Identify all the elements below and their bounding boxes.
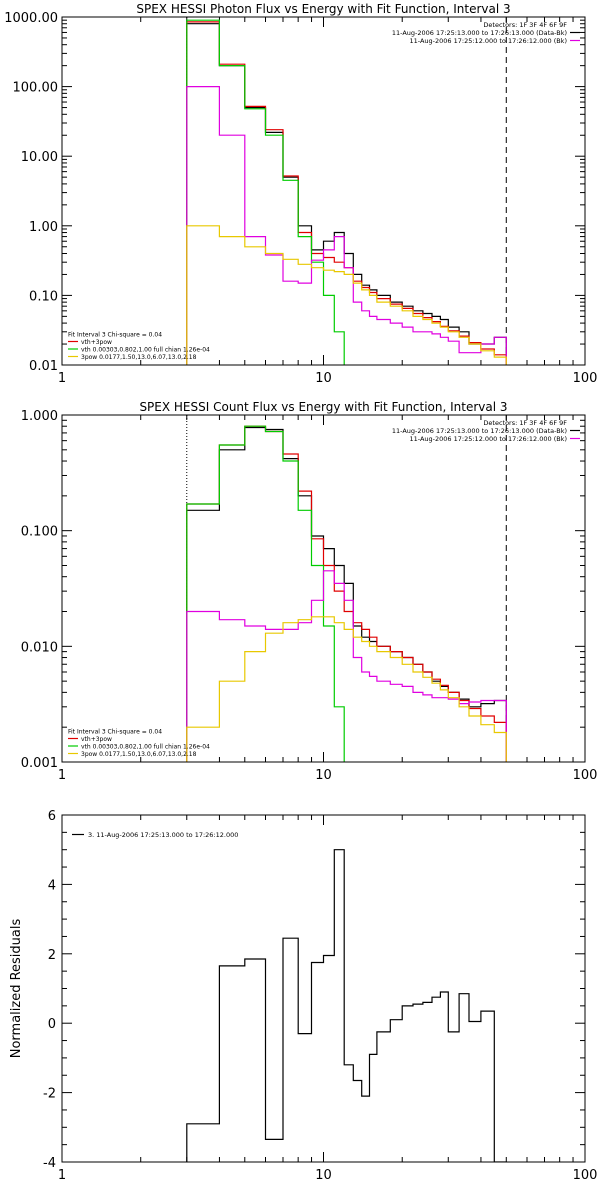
x-tick-label: 10 — [315, 371, 332, 386]
legend-entry: 3pow 0.0177,1.50,13.0,6.07,13.0,2.18 — [81, 751, 197, 758]
series-line-2 — [186, 21, 507, 365]
series-group — [186, 19, 507, 365]
chart-title: SPEX HESSI Count Flux vs Energy with Fit… — [139, 400, 507, 414]
x-tick-label: 10 — [315, 1168, 332, 1183]
legend-entry: 3. 11-Aug-2006 17:25:13.000 to 17:26:12.… — [88, 831, 238, 839]
x-tick-label: 1 — [58, 371, 66, 386]
y-tick-label: 0.01 — [29, 359, 58, 374]
series-line-5 — [186, 616, 507, 762]
y-tick-label: 0.10 — [29, 289, 58, 304]
y-tick-label: 6 — [48, 809, 56, 824]
chart-panel-1: SPEX HESSI Photon Flux vs Energy with Fi… — [4, 2, 597, 386]
y-tick-label: -2 — [43, 1087, 56, 1102]
legend-entry: 11-Aug-2006 17:25:12.000 to 17:26:12.000… — [410, 37, 567, 45]
chart-panel-3: Normalized Residuals 1 10 100 -4 -2 0 2 4 6 3. 11-… — [9, 809, 597, 1183]
legend-entry: vth+3pow — [81, 736, 112, 743]
series-line-3 — [186, 19, 345, 365]
x-tick-label: 1 — [58, 768, 66, 783]
legend-entry: vth+3pow — [81, 339, 112, 346]
x-tick-label: 100 — [573, 768, 598, 783]
y-tick-label: 1.00 — [29, 220, 58, 235]
y-axis-label: Normalized Residuals — [9, 919, 24, 1059]
legend-entry: vth 0.00303,0.802,1.00 full chian 1.26e-… — [81, 347, 210, 354]
x-tick-label: 10 — [315, 768, 332, 783]
chart-panel-2: SPEX HESSI Count Flux vs Energy with Fit… — [21, 400, 598, 783]
series-line-1 — [186, 23, 507, 365]
series-line-4 — [186, 570, 507, 762]
y-tick-label: 0.001 — [21, 756, 58, 771]
y-tick-label: 4 — [48, 878, 56, 893]
legend-entry: Fit Interval 3 Chi-square = 0.04 — [68, 729, 162, 736]
legend-entry: 11-Aug-2006 17:25:13.000 to 17:26:13.000… — [392, 29, 567, 37]
y-tick-label: 0.100 — [21, 525, 58, 540]
chart-title: SPEX HESSI Photon Flux vs Energy with Fi… — [136, 2, 510, 16]
plot-frame — [61, 814, 586, 1163]
series-line-3 — [186, 425, 345, 762]
series-group — [186, 849, 507, 1162]
y-tick-label: 0 — [48, 1017, 56, 1032]
legend-entry: vth 0.00303,0.802,1.00 full chian 1.26e-… — [81, 744, 210, 751]
y-tick-label: -4 — [43, 1156, 56, 1171]
y-tick-label: 2 — [48, 948, 56, 963]
series-line-1 — [186, 849, 507, 1162]
plot-frame — [61, 16, 586, 366]
series-group — [186, 425, 507, 762]
legend-entry: Fit Interval 3 Chi-square = 0.04 — [68, 332, 162, 339]
y-tick-label: 100.00 — [13, 81, 59, 96]
x-tick-label: 100 — [573, 1168, 598, 1183]
legend-entry: Detectors: 1F 3F 4F 6F 9F — [483, 419, 567, 427]
series-line-1 — [186, 426, 507, 762]
y-tick-label: 0.010 — [21, 640, 58, 655]
x-tick-label: 100 — [573, 371, 598, 386]
legend-entry: 11-Aug-2006 17:25:13.000 to 17:26:13.000… — [392, 427, 567, 435]
x-tick-label: 1 — [58, 1168, 66, 1183]
y-tick-label: 1000.00 — [4, 11, 58, 26]
legend-entry: 3pow 0.0177,1.50,13.0,6.07,13.0,2.18 — [81, 354, 197, 361]
plot-frame — [61, 414, 586, 763]
legend-entry: 11-Aug-2006 17:25:12.000 to 17:26:12.000… — [410, 435, 567, 443]
y-tick-label: 1.000 — [21, 409, 58, 424]
series-line-2 — [186, 425, 507, 762]
y-tick-label: 10.00 — [21, 150, 58, 165]
legend-entry: Detectors: 1F 3F 4F 6F 9F — [483, 21, 567, 29]
series-line-5 — [186, 225, 507, 365]
